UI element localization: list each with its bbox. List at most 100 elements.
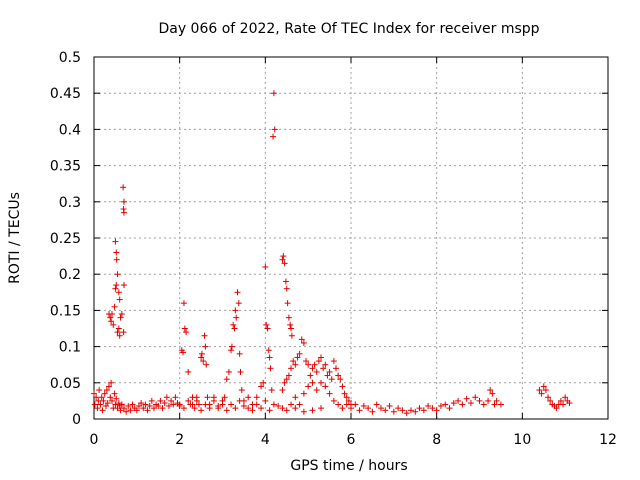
data-point bbox=[100, 397, 107, 404]
data-point bbox=[412, 408, 419, 415]
data-point bbox=[365, 405, 372, 412]
data-point bbox=[403, 410, 410, 417]
data-point bbox=[120, 209, 127, 216]
data-point bbox=[472, 394, 479, 401]
data-point bbox=[279, 387, 286, 394]
data-point bbox=[279, 256, 286, 263]
data-point bbox=[235, 300, 242, 307]
data-point bbox=[324, 372, 331, 379]
data-point bbox=[377, 405, 384, 412]
data-point bbox=[545, 394, 552, 401]
data-point bbox=[123, 408, 130, 415]
data-point bbox=[127, 407, 134, 414]
data-point bbox=[113, 249, 120, 256]
data-point bbox=[343, 394, 350, 401]
data-point bbox=[168, 397, 175, 404]
data-point bbox=[283, 285, 290, 292]
data-point bbox=[115, 325, 122, 332]
data-point bbox=[386, 402, 393, 409]
data-point bbox=[566, 400, 573, 407]
y-tick-label: 0.4 bbox=[59, 122, 81, 138]
data-point bbox=[267, 365, 274, 372]
data-point bbox=[104, 400, 111, 407]
data-point bbox=[228, 401, 235, 408]
y-tick-label: 0.15 bbox=[50, 303, 81, 319]
data-point bbox=[307, 372, 314, 379]
data-point bbox=[98, 394, 105, 401]
data-point bbox=[198, 407, 205, 414]
data-point bbox=[245, 405, 252, 412]
data-point bbox=[142, 401, 149, 408]
y-tick-label: 0.45 bbox=[50, 86, 81, 102]
data-point bbox=[337, 376, 344, 383]
data-point bbox=[407, 407, 414, 414]
data-point bbox=[313, 387, 320, 394]
data-point bbox=[487, 387, 494, 394]
data-point bbox=[262, 397, 269, 404]
data-point bbox=[318, 379, 325, 386]
data-point bbox=[450, 400, 457, 407]
data-point bbox=[279, 405, 286, 412]
data-point bbox=[326, 390, 333, 397]
data-point bbox=[292, 405, 299, 412]
data-point bbox=[202, 401, 209, 408]
data-point bbox=[114, 271, 121, 278]
data-point bbox=[111, 390, 118, 397]
data-point bbox=[345, 397, 352, 404]
data-point bbox=[120, 184, 127, 191]
data-point bbox=[253, 401, 260, 408]
data-point bbox=[309, 407, 316, 414]
data-point bbox=[219, 397, 226, 404]
data-point bbox=[93, 394, 100, 401]
data-point bbox=[476, 397, 483, 404]
data-point bbox=[161, 400, 168, 407]
data-point bbox=[91, 390, 97, 397]
data-point bbox=[288, 365, 295, 372]
data-point bbox=[266, 407, 273, 414]
grid-lines bbox=[94, 57, 608, 419]
data-point bbox=[129, 401, 136, 408]
data-point bbox=[185, 397, 192, 404]
data-point bbox=[360, 402, 367, 409]
data-point bbox=[309, 379, 316, 386]
data-point bbox=[270, 90, 277, 97]
data-point bbox=[335, 372, 342, 379]
data-point bbox=[352, 401, 359, 408]
data-point bbox=[144, 407, 151, 414]
data-point bbox=[493, 397, 500, 404]
data-point bbox=[287, 321, 294, 328]
data-point bbox=[91, 401, 98, 408]
data-point bbox=[270, 401, 277, 408]
data-point bbox=[356, 407, 363, 414]
data-point bbox=[225, 368, 232, 375]
y-axis: 0 0.05 0.1 0.15 0.2 0.25 0.3 0.35 0.4 0.45 0.5 bbox=[50, 50, 608, 428]
data-point bbox=[271, 126, 278, 133]
data-point bbox=[165, 402, 172, 409]
data-point bbox=[107, 394, 114, 401]
x-tick-label: 8 bbox=[432, 432, 441, 448]
data-point bbox=[562, 394, 569, 401]
x-tick-label: 4 bbox=[261, 432, 270, 448]
data-series-roti bbox=[91, 90, 573, 417]
data-point bbox=[107, 314, 114, 321]
data-point bbox=[108, 318, 115, 325]
data-point bbox=[120, 282, 127, 289]
data-point bbox=[189, 401, 196, 408]
data-point bbox=[112, 285, 119, 292]
data-point bbox=[201, 332, 208, 339]
data-point bbox=[181, 325, 188, 332]
data-point bbox=[333, 365, 340, 372]
x-axis-label: GPS time / hours bbox=[290, 458, 407, 474]
data-point bbox=[292, 394, 299, 401]
data-point bbox=[536, 387, 543, 394]
data-point bbox=[497, 401, 504, 408]
data-point bbox=[538, 390, 545, 397]
data-point bbox=[320, 365, 327, 372]
data-point bbox=[425, 402, 432, 409]
data-point bbox=[284, 300, 291, 307]
data-point bbox=[480, 401, 487, 408]
data-point bbox=[133, 407, 140, 414]
data-point bbox=[485, 397, 492, 404]
data-point bbox=[560, 401, 567, 408]
